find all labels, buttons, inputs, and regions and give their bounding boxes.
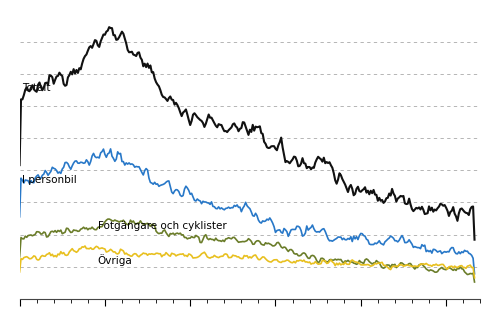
Text: I personbil: I personbil xyxy=(23,175,77,185)
Text: Övriga: Övriga xyxy=(98,254,132,266)
Text: Fotgängare och cyklister: Fotgängare och cyklister xyxy=(98,221,226,232)
Text: Totalt: Totalt xyxy=(23,83,51,93)
